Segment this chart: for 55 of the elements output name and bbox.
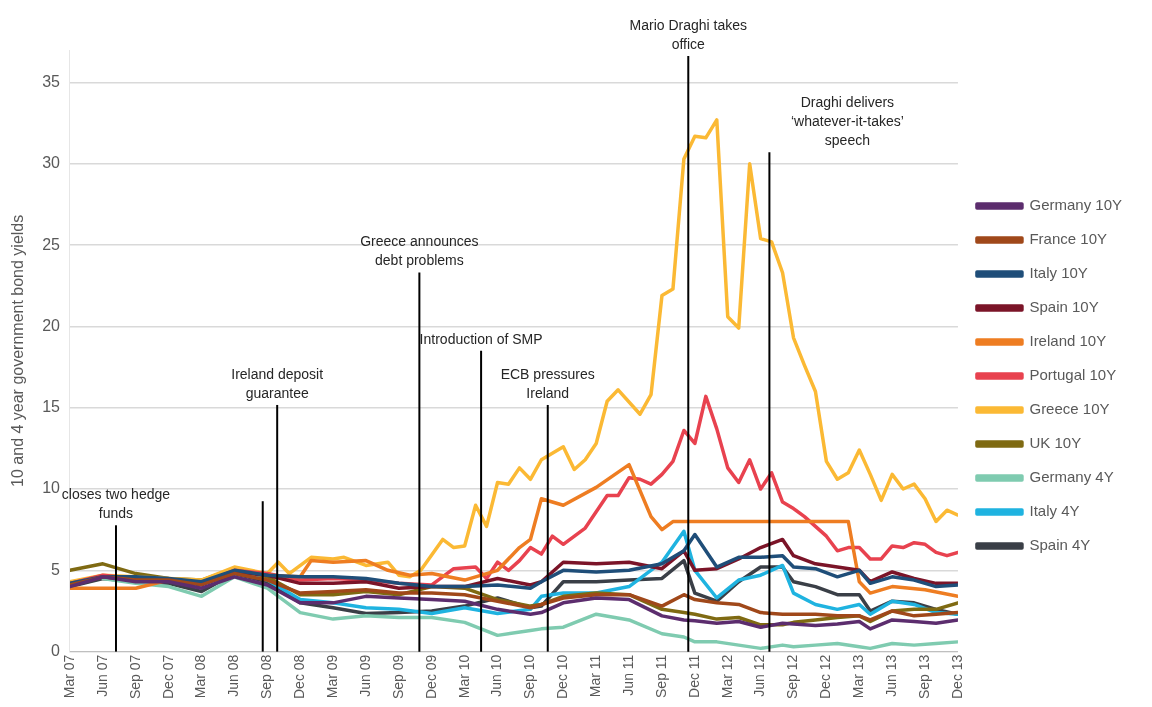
x-tick-label: Sep 12 <box>784 654 801 699</box>
y-tick-label: 10 <box>42 479 61 497</box>
y-tick-label: 35 <box>42 72 61 90</box>
y-tick-label: 0 <box>51 642 61 660</box>
x-tick-label: Jun 11 <box>619 654 636 696</box>
legend-label: France 10Y <box>1029 230 1108 248</box>
x-tick-label: Mar 09 <box>323 654 340 699</box>
y-tick-label: 25 <box>42 235 61 253</box>
ref-line-label: ECB pressures Ireland <box>500 365 595 401</box>
legend-label: Germany 10Y <box>1029 196 1123 214</box>
x-tick-label: Mar 08 <box>192 654 209 699</box>
x-tick-label: Mar 10 <box>455 654 472 699</box>
x-tick-label: Sep 11 <box>652 654 669 698</box>
x-tick-label: Jun 09 <box>356 654 373 697</box>
ref-line-label: Mario Draghi takes office <box>629 16 748 52</box>
x-tick-label: Mar 12 <box>718 654 735 699</box>
legend-label: Italy 4Y <box>1029 502 1080 520</box>
y-tick-label: 5 <box>51 560 61 578</box>
x-tick-label: Dec 11 <box>685 654 702 698</box>
x-tick-label: Sep 09 <box>389 654 406 699</box>
x-tick-label: Dec 07 <box>159 654 176 699</box>
y-axis-title: 10 and 4 year government bond yields <box>9 214 27 487</box>
x-tick-label: Jun 12 <box>751 654 768 697</box>
x-tick-label: Mar 11 <box>587 654 604 698</box>
x-tick-label: Dec 12 <box>817 654 834 699</box>
legend-label: Italy 10Y <box>1029 264 1088 282</box>
x-tick-label: Jun 13 <box>883 654 900 697</box>
ref-line-label: Greece announces debt problems <box>360 233 479 269</box>
x-tick-label: Mar 07 <box>60 654 77 699</box>
ref-line-label: Draghi delivers ‘whatever-it-takes’ speech <box>790 94 904 149</box>
legend-label: Germany 4Y <box>1029 468 1114 486</box>
ref-line-label: Introduction of SMP <box>419 330 543 347</box>
legend-label: Greece 10Y <box>1029 400 1110 418</box>
x-tick-label: Sep 07 <box>126 654 143 699</box>
x-tick-label: Jun 10 <box>488 654 505 697</box>
x-tick-label: Sep 08 <box>258 654 275 699</box>
x-tick-label: Dec 09 <box>422 654 439 699</box>
ref-line-label: Ireland deposit guarantee <box>231 365 324 401</box>
y-tick-label: 15 <box>42 398 61 416</box>
legend-label: Spain 4Y <box>1029 536 1091 554</box>
legend-label: Ireland 10Y <box>1029 332 1107 350</box>
legend-label: Spain 10Y <box>1029 298 1099 316</box>
x-tick-label: Sep 10 <box>521 654 538 699</box>
x-tick-label: Dec 10 <box>554 654 571 699</box>
x-tick-label: Sep 13 <box>915 654 932 699</box>
x-tick-label: Jun 08 <box>225 654 242 697</box>
x-tick-label: Mar 13 <box>850 654 867 699</box>
x-tick-label: Jun 07 <box>93 654 110 697</box>
y-tick-label: 20 <box>42 316 61 334</box>
legend-label: UK 10Y <box>1029 434 1082 452</box>
legend-label: Portugal 10Y <box>1029 366 1117 384</box>
y-tick-label: 30 <box>42 154 61 172</box>
x-tick-label: Dec 08 <box>291 654 308 699</box>
x-tick-label: Dec 13 <box>948 654 965 699</box>
ref-line-label: closes two hedge funds <box>61 486 171 522</box>
